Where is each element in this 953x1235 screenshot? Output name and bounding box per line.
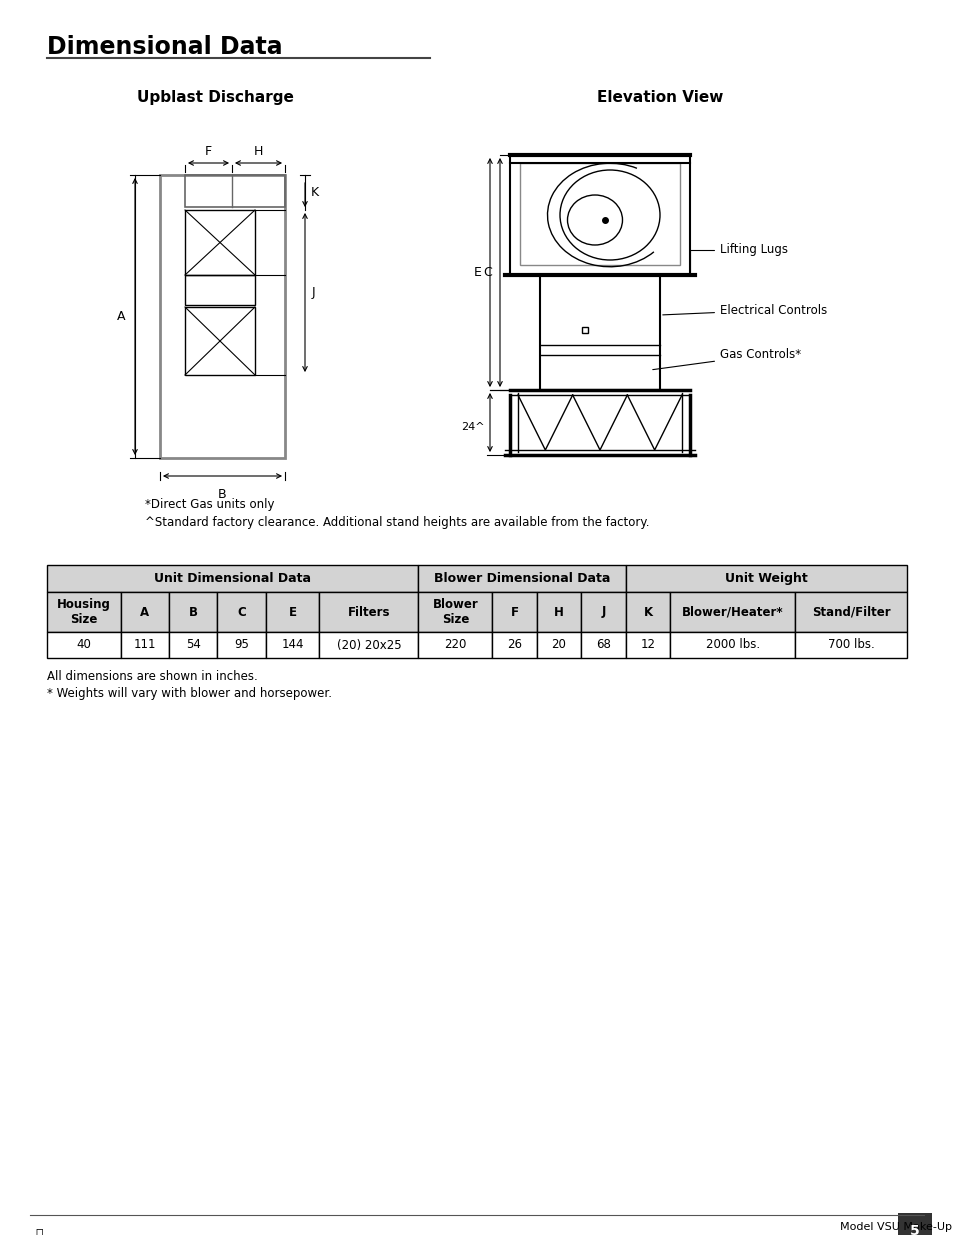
Text: (20) 20x25: (20) 20x25 <box>336 638 401 652</box>
Bar <box>185 175 285 207</box>
Bar <box>319 592 418 632</box>
Bar <box>670 592 794 632</box>
Text: *Direct Gas units only: *Direct Gas units only <box>145 498 274 511</box>
Text: 24^: 24^ <box>461 422 484 432</box>
Text: B: B <box>218 488 227 501</box>
Bar <box>625 632 670 658</box>
Bar <box>169 592 217 632</box>
Text: 111: 111 <box>133 638 156 652</box>
Bar <box>510 156 689 275</box>
Text: F: F <box>510 605 518 619</box>
Text: 68: 68 <box>596 638 610 652</box>
Text: Filters: Filters <box>347 605 390 619</box>
Bar <box>418 632 492 658</box>
Text: 20: 20 <box>551 638 566 652</box>
Text: 144: 144 <box>281 638 303 652</box>
Text: Housing
Size: Housing Size <box>57 598 111 626</box>
Bar <box>266 632 319 658</box>
Text: Electrical Controls: Electrical Controls <box>662 304 826 316</box>
Text: Elevation View: Elevation View <box>597 90 722 105</box>
Text: Blower Dimensional Data: Blower Dimensional Data <box>434 572 610 585</box>
Text: 5: 5 <box>909 1224 919 1235</box>
Text: 2000 lbs.: 2000 lbs. <box>705 638 759 652</box>
Text: Gas Controls*: Gas Controls* <box>652 348 801 369</box>
Bar <box>625 564 906 592</box>
Bar <box>519 163 679 266</box>
Text: 40: 40 <box>76 638 91 652</box>
Text: K: K <box>311 186 319 199</box>
Bar <box>47 564 418 592</box>
Text: C: C <box>237 605 246 619</box>
Text: F: F <box>205 144 212 158</box>
Text: B: B <box>189 605 197 619</box>
Bar <box>492 592 537 632</box>
Bar <box>794 592 906 632</box>
Text: A: A <box>116 310 125 324</box>
Text: Model VSU Make-Up Air: Model VSU Make-Up Air <box>840 1221 953 1233</box>
Text: E: E <box>288 605 296 619</box>
Text: E: E <box>474 266 481 279</box>
Bar <box>121 632 169 658</box>
Text: Dimensional Data: Dimensional Data <box>47 35 282 59</box>
Text: J: J <box>600 605 605 619</box>
Text: Stand/Filter: Stand/Filter <box>811 605 889 619</box>
Bar <box>625 592 670 632</box>
Text: Blower/Heater*: Blower/Heater* <box>681 605 782 619</box>
Text: 26: 26 <box>506 638 521 652</box>
Bar <box>185 275 254 305</box>
Bar <box>185 308 254 375</box>
Bar <box>217 592 266 632</box>
Text: 12: 12 <box>639 638 655 652</box>
Bar <box>580 592 625 632</box>
Text: K: K <box>643 605 652 619</box>
Text: H: H <box>253 144 263 158</box>
Bar <box>121 592 169 632</box>
Bar <box>217 632 266 658</box>
Bar <box>670 632 794 658</box>
Text: 220: 220 <box>444 638 466 652</box>
Bar <box>492 632 537 658</box>
Text: 700 lbs.: 700 lbs. <box>827 638 874 652</box>
Text: Unit Dimensional Data: Unit Dimensional Data <box>154 572 311 585</box>
Text: All dimensions are shown in inches.: All dimensions are shown in inches. <box>47 671 257 683</box>
Text: ⓖ: ⓖ <box>35 1228 43 1235</box>
Text: ^Standard factory clearance. Additional stand heights are available from the fac: ^Standard factory clearance. Additional … <box>145 516 649 529</box>
Bar <box>537 632 580 658</box>
Text: C: C <box>483 266 492 279</box>
Bar <box>580 632 625 658</box>
Bar <box>897 1213 931 1235</box>
Text: Unit Weight: Unit Weight <box>724 572 807 585</box>
Bar <box>794 632 906 658</box>
Bar <box>266 592 319 632</box>
Text: A: A <box>140 605 150 619</box>
Text: Blower
Size: Blower Size <box>432 598 477 626</box>
Bar <box>47 632 121 658</box>
Bar <box>319 632 418 658</box>
Text: Lifting Lugs: Lifting Lugs <box>689 243 787 272</box>
Bar <box>169 632 217 658</box>
Text: * Weights will vary with blower and horsepower.: * Weights will vary with blower and hors… <box>47 687 332 700</box>
Text: H: H <box>554 605 563 619</box>
Bar <box>418 564 625 592</box>
Bar <box>185 210 254 275</box>
Text: 95: 95 <box>234 638 249 652</box>
Text: 54: 54 <box>186 638 200 652</box>
Bar <box>418 592 492 632</box>
Bar <box>537 592 580 632</box>
Text: J: J <box>312 287 315 299</box>
Bar <box>47 592 121 632</box>
Bar <box>539 275 659 390</box>
Bar <box>160 175 285 458</box>
Text: Upblast Discharge: Upblast Discharge <box>136 90 294 105</box>
